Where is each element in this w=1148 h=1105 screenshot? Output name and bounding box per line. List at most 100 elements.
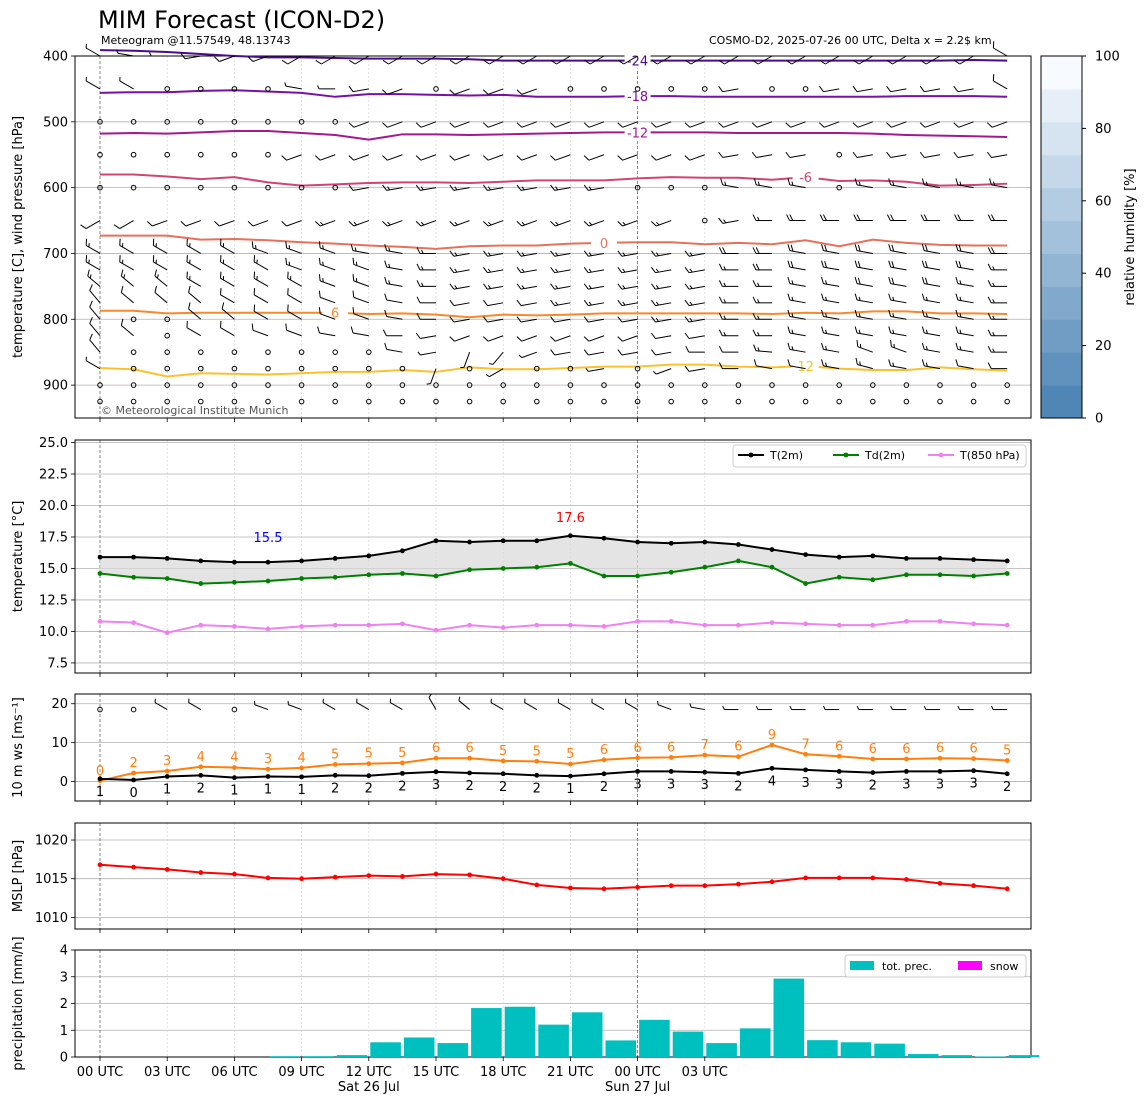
wind-barb-shaft (890, 332, 907, 337)
wind-barb-halfflag (256, 259, 258, 264)
wind-barb-flag (787, 293, 791, 301)
wind-barb (449, 88, 470, 95)
precipitation-ytick-label: 2 (60, 997, 68, 1012)
wind-barb (854, 309, 873, 320)
wind-barb-flag (955, 244, 959, 251)
wind-barb-flag (650, 155, 657, 161)
wind-barb-halfflag (487, 268, 491, 273)
wind-barb-flag (186, 271, 188, 279)
wind-barb-flag (987, 345, 992, 353)
legend-swatch (958, 961, 982, 970)
wind-barb (583, 267, 605, 274)
series-T850hPa-point (500, 625, 506, 631)
wind-barb-halfflag (689, 318, 693, 322)
wind-barb (149, 52, 168, 57)
gust-label: 3 (163, 754, 171, 769)
wind-barb-calm (534, 398, 540, 405)
series-mean-point (736, 770, 741, 776)
wind10m-ytick-label: 20 (51, 697, 68, 712)
series-T850hPa-point (265, 626, 271, 632)
wind-barb-calm (298, 349, 305, 355)
colorbar-band (1041, 121, 1082, 156)
series-mslp-point (769, 879, 775, 885)
wind-barb (483, 283, 504, 290)
wind-barb-calm (802, 398, 809, 405)
wind-barb-shaft (655, 335, 672, 339)
wind-barb-calm (567, 365, 574, 372)
wind-barb-flag (787, 178, 791, 186)
wind-barb-calm (836, 382, 843, 388)
series-mslp-point (568, 885, 573, 891)
wind-barb-shaft (555, 220, 571, 227)
wind-barb-flag (989, 178, 992, 186)
wind-barb (651, 283, 672, 290)
wind-barb-halfflag (290, 276, 292, 280)
wind-barb-flag (516, 336, 523, 342)
wind-barb-halfflag (892, 181, 895, 186)
wind-barb-shaft (89, 339, 101, 353)
wind-barb (382, 55, 403, 65)
wind10m-barb-shaft (254, 704, 269, 711)
wind-barb-shaft (890, 283, 907, 287)
wind-barb (287, 288, 302, 304)
wind-barb (752, 247, 772, 254)
wind-barb-flag (550, 283, 556, 290)
wind-barb-flag (186, 255, 188, 262)
wind-barb-shaft (521, 121, 537, 128)
wind-barb-flag (449, 155, 455, 161)
series-mslp-point (265, 875, 271, 881)
series-T2m-point (904, 555, 909, 561)
wind-barb (188, 302, 202, 320)
wind-barb-flag (987, 247, 992, 254)
wind-barb-shaft (286, 329, 302, 337)
wind-barb-halfflag (653, 371, 657, 375)
wind10m-barb (789, 705, 806, 711)
wind10m-barb-halfflag (428, 693, 432, 698)
wind-barb-calm (265, 86, 271, 92)
wind-barb-calm (231, 184, 238, 191)
wind-barb-flag (888, 277, 892, 284)
series-T850hPa-point (635, 618, 640, 624)
wind-barb-halfflag (555, 186, 559, 191)
wind-barb-halfflag (992, 348, 995, 353)
wind-barb-flag (352, 290, 355, 298)
wind-barb-flag (854, 309, 858, 317)
wind-barb (89, 317, 101, 337)
wind-barb (584, 55, 605, 65)
wind-barb-shaft (891, 121, 907, 128)
wind-barb-calm (903, 382, 910, 388)
wind-barb-flag (787, 244, 791, 251)
wind-barb-flag (752, 280, 757, 287)
series-Td2m-point (332, 574, 338, 580)
wind-barb-flag (220, 271, 222, 279)
wind-barb-flag (821, 277, 824, 284)
wind-barb-halfflag (655, 252, 659, 256)
wind-barb-halfflag (354, 247, 357, 252)
wind-barb (955, 178, 974, 189)
wind-barb-flag (891, 277, 895, 285)
wind-barb-flag (516, 299, 522, 306)
wind-barb (852, 121, 873, 128)
wind-barb (449, 184, 470, 191)
wind-barb-halfflag (588, 285, 592, 289)
series-gust-point (400, 760, 405, 766)
wind-barb-flag (516, 316, 522, 323)
wind10m-barb-halfflag (253, 700, 256, 705)
wind-barb-shaft (252, 55, 269, 62)
series-mean-point (1004, 771, 1010, 777)
wind-barb (684, 316, 705, 323)
wind-barb-flag (852, 151, 858, 158)
wind-barb-flag (119, 255, 121, 262)
wind-barb-shaft (386, 283, 403, 287)
wind-barb-flag (752, 329, 757, 336)
wind-barb-shaft (353, 121, 369, 128)
series-mslp-point (937, 880, 943, 886)
wind-barb-halfflag (723, 282, 727, 287)
wind-barb-flag (821, 342, 824, 350)
wind10m-barb-halfflag (823, 705, 826, 710)
wind-barb-halfflag (355, 261, 358, 266)
wind-barb-shaft (991, 184, 1008, 189)
wind-barb (384, 342, 403, 353)
wind-barb-shaft (823, 250, 840, 254)
isotherm-label-bg (792, 358, 819, 375)
